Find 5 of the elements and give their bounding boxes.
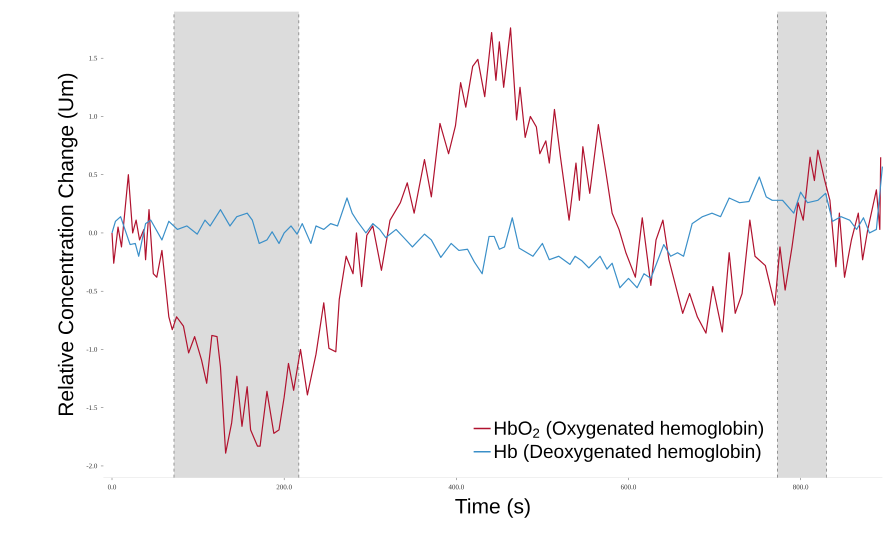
x-axis-title: Time (s)	[455, 498, 530, 518]
y-axis-title: Relative Concentration Change (Um)	[58, 74, 78, 416]
legend-label: Hb (Deoxygenated hemoglobin)	[494, 444, 760, 462]
legend-label: HbO$_{2}$ (Oxygenated hemoglobin)	[494, 420, 764, 439]
line-series	[111, 166, 884, 288]
